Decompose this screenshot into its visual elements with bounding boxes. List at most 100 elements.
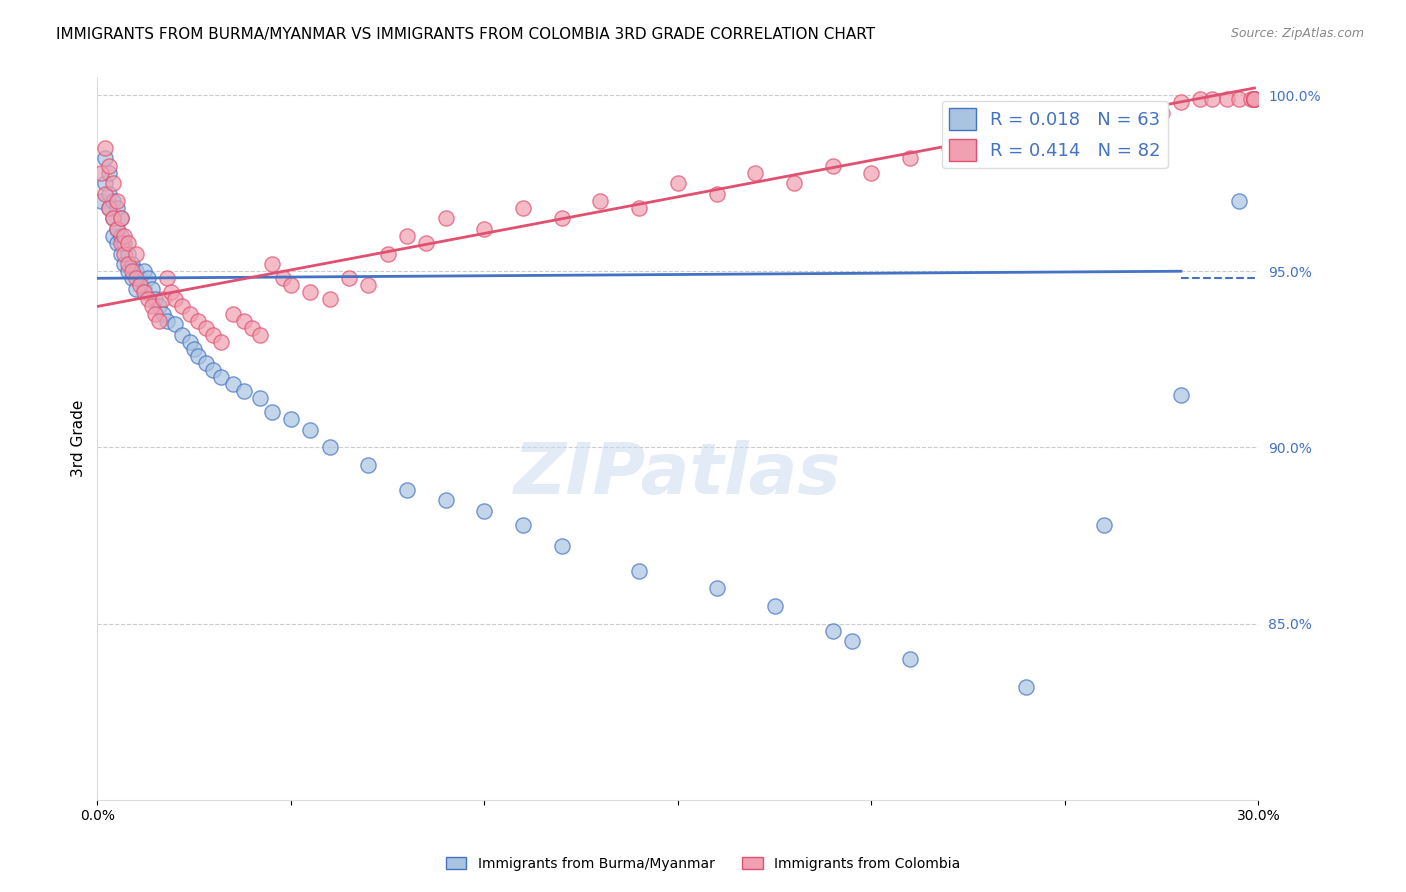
Point bbox=[249, 391, 271, 405]
Point bbox=[434, 211, 457, 226]
Point bbox=[105, 194, 128, 208]
Point bbox=[1073, 141, 1095, 155]
Point bbox=[163, 317, 186, 331]
Point bbox=[125, 271, 148, 285]
Point bbox=[938, 141, 960, 155]
Point bbox=[1216, 92, 1239, 106]
Point bbox=[194, 356, 217, 370]
Point bbox=[152, 306, 174, 320]
Point bbox=[101, 229, 124, 244]
Point bbox=[1243, 92, 1265, 106]
Point bbox=[187, 349, 209, 363]
Point bbox=[90, 165, 112, 179]
Text: IMMIGRANTS FROM BURMA/MYANMAR VS IMMIGRANTS FROM COLOMBIA 3RD GRADE CORRELATION : IMMIGRANTS FROM BURMA/MYANMAR VS IMMIGRA… bbox=[56, 27, 876, 42]
Point bbox=[132, 285, 155, 300]
Point bbox=[1227, 194, 1250, 208]
Point bbox=[110, 211, 132, 226]
Point bbox=[209, 334, 232, 349]
Point bbox=[202, 327, 225, 342]
Point bbox=[233, 313, 256, 327]
Point bbox=[114, 246, 136, 260]
Legend: Immigrants from Burma/Myanmar, Immigrants from Colombia: Immigrants from Burma/Myanmar, Immigrant… bbox=[440, 851, 966, 876]
Point bbox=[841, 634, 863, 648]
Point bbox=[129, 271, 152, 285]
Point bbox=[114, 229, 136, 244]
Point bbox=[318, 293, 340, 307]
Point bbox=[1243, 92, 1265, 106]
Point bbox=[194, 320, 217, 334]
Point bbox=[240, 320, 263, 334]
Point bbox=[97, 201, 120, 215]
Point bbox=[706, 582, 728, 596]
Point bbox=[783, 176, 806, 190]
Point bbox=[145, 293, 167, 307]
Point bbox=[1170, 95, 1192, 109]
Point bbox=[472, 222, 495, 236]
Point bbox=[337, 271, 360, 285]
Point bbox=[551, 211, 574, 226]
Point bbox=[898, 152, 921, 166]
Point bbox=[125, 282, 148, 296]
Point bbox=[512, 201, 534, 215]
Point bbox=[94, 186, 117, 201]
Point bbox=[94, 176, 117, 190]
Y-axis label: 3rd Grade: 3rd Grade bbox=[72, 400, 86, 477]
Point bbox=[357, 278, 380, 293]
Point bbox=[1015, 130, 1038, 145]
Point bbox=[512, 517, 534, 532]
Point bbox=[472, 504, 495, 518]
Point bbox=[1189, 92, 1212, 106]
Point bbox=[209, 370, 232, 384]
Point bbox=[125, 264, 148, 278]
Point bbox=[145, 306, 167, 320]
Point bbox=[163, 293, 186, 307]
Point bbox=[280, 412, 302, 426]
Point bbox=[101, 194, 124, 208]
Point bbox=[160, 285, 183, 300]
Point bbox=[105, 222, 128, 236]
Point bbox=[318, 441, 340, 455]
Point bbox=[129, 278, 152, 293]
Point bbox=[132, 264, 155, 278]
Point bbox=[357, 458, 380, 472]
Point bbox=[132, 282, 155, 296]
Point bbox=[1150, 105, 1173, 120]
Point bbox=[395, 483, 418, 497]
Point bbox=[395, 229, 418, 244]
Text: Source: ZipAtlas.com: Source: ZipAtlas.com bbox=[1230, 27, 1364, 40]
Point bbox=[110, 235, 132, 250]
Point bbox=[148, 300, 170, 314]
Point bbox=[179, 334, 201, 349]
Point bbox=[377, 246, 399, 260]
Point bbox=[148, 313, 170, 327]
Point bbox=[1015, 680, 1038, 694]
Point bbox=[1243, 92, 1265, 106]
Point bbox=[94, 152, 117, 166]
Point bbox=[117, 235, 139, 250]
Point bbox=[1243, 92, 1265, 106]
Point bbox=[105, 201, 128, 215]
Point bbox=[415, 235, 437, 250]
Point bbox=[97, 186, 120, 201]
Point bbox=[179, 306, 201, 320]
Point bbox=[1243, 92, 1265, 106]
Point bbox=[260, 405, 283, 419]
Point bbox=[97, 201, 120, 215]
Point bbox=[434, 493, 457, 508]
Point bbox=[156, 313, 179, 327]
Point bbox=[222, 306, 245, 320]
Point bbox=[172, 300, 194, 314]
Point bbox=[1170, 387, 1192, 401]
Point bbox=[898, 652, 921, 666]
Point bbox=[260, 257, 283, 271]
Point bbox=[280, 278, 302, 293]
Point bbox=[744, 165, 766, 179]
Legend: R = 0.018   N = 63, R = 0.414   N = 82: R = 0.018 N = 63, R = 0.414 N = 82 bbox=[942, 101, 1168, 169]
Point bbox=[101, 211, 124, 226]
Point bbox=[706, 186, 728, 201]
Text: ZIPatlas: ZIPatlas bbox=[515, 441, 842, 509]
Point bbox=[117, 246, 139, 260]
Point bbox=[105, 222, 128, 236]
Point bbox=[821, 624, 844, 638]
Point bbox=[97, 165, 120, 179]
